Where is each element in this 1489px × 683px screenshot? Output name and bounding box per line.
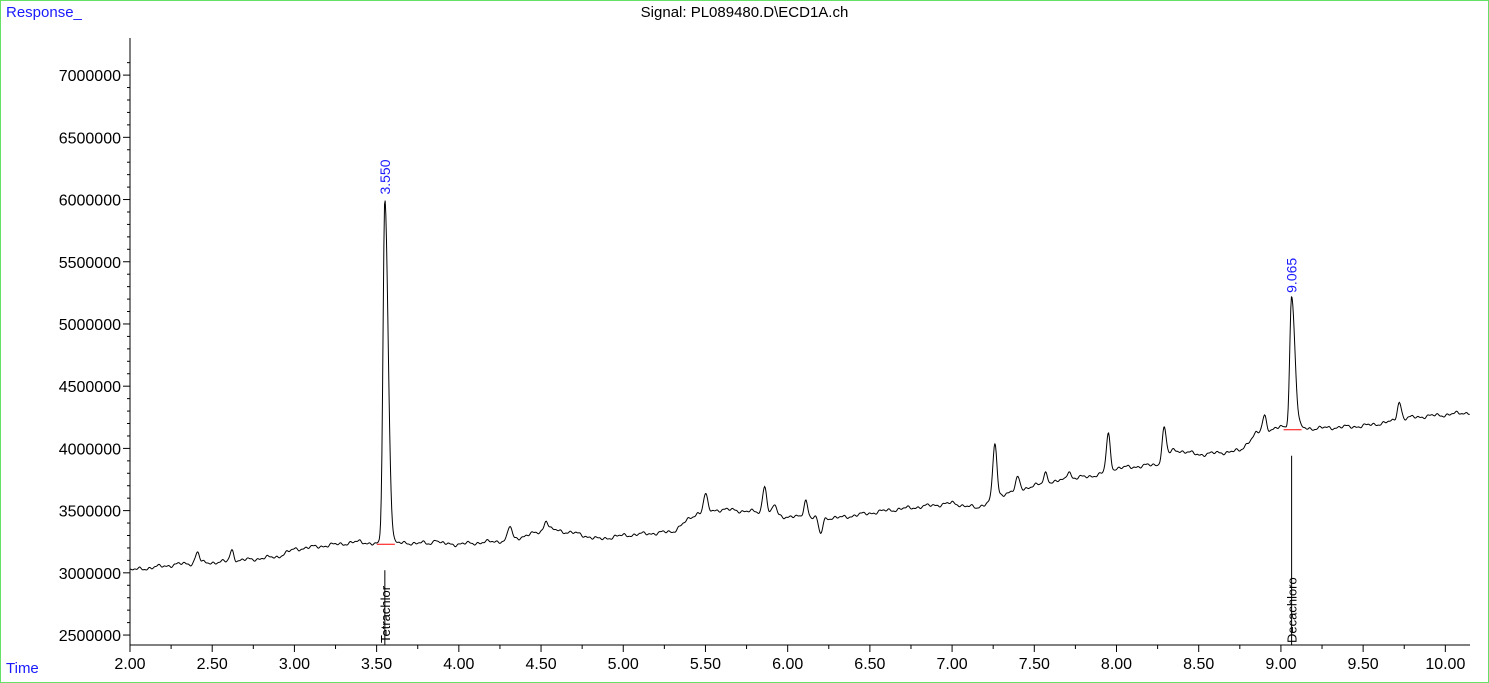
peak-rt-label: 3.550 [377, 159, 393, 194]
x-tick-label: 4.00 [443, 656, 474, 673]
x-tick-label: 6.00 [772, 656, 803, 673]
x-tick-label: 2.00 [114, 656, 145, 673]
y-tick-label: 7000000 [59, 68, 121, 85]
x-tick-label: 2.50 [197, 656, 228, 673]
signal-trace [129, 200, 1470, 571]
y-tick-label: 6000000 [59, 193, 121, 210]
y-tick-label: 5500000 [59, 255, 121, 272]
chart-title: Signal: PL089480.D\ECD1A.ch [640, 4, 849, 21]
x-tick-label: 8.50 [1183, 656, 1214, 673]
peak-rt-label: 9.065 [1284, 258, 1300, 293]
y-tick-label: 5000000 [59, 317, 121, 334]
x-tick-label: 7.00 [937, 656, 968, 673]
y-tick-label: 3000000 [59, 566, 121, 583]
x-axis-label: Time [6, 660, 39, 677]
x-tick-label: 9.00 [1265, 656, 1296, 673]
x-tick-label: 3.50 [361, 656, 392, 673]
x-tick-label: 5.00 [608, 656, 639, 673]
x-tick-label: 6.50 [854, 656, 885, 673]
x-tick-label: 10.00 [1425, 656, 1465, 673]
x-tick-label: 5.50 [690, 656, 721, 673]
y-axis-label: Response_ [6, 4, 82, 21]
x-tick-label: 8.00 [1101, 656, 1132, 673]
y-tick-label: 3500000 [59, 504, 121, 521]
compound-label: Tetrachlor [378, 585, 393, 643]
y-tick-label: 6500000 [59, 130, 121, 147]
x-tick-label: 7.50 [1019, 656, 1050, 673]
x-tick-label: 3.00 [279, 656, 310, 673]
x-tick-label: 9.50 [1348, 656, 1379, 673]
x-tick-label: 4.50 [525, 656, 556, 673]
y-tick-label: 4000000 [59, 441, 121, 458]
compound-label: Decachloro [1285, 577, 1300, 643]
y-tick-label: 2500000 [59, 628, 121, 645]
y-tick-label: 4500000 [59, 379, 121, 396]
